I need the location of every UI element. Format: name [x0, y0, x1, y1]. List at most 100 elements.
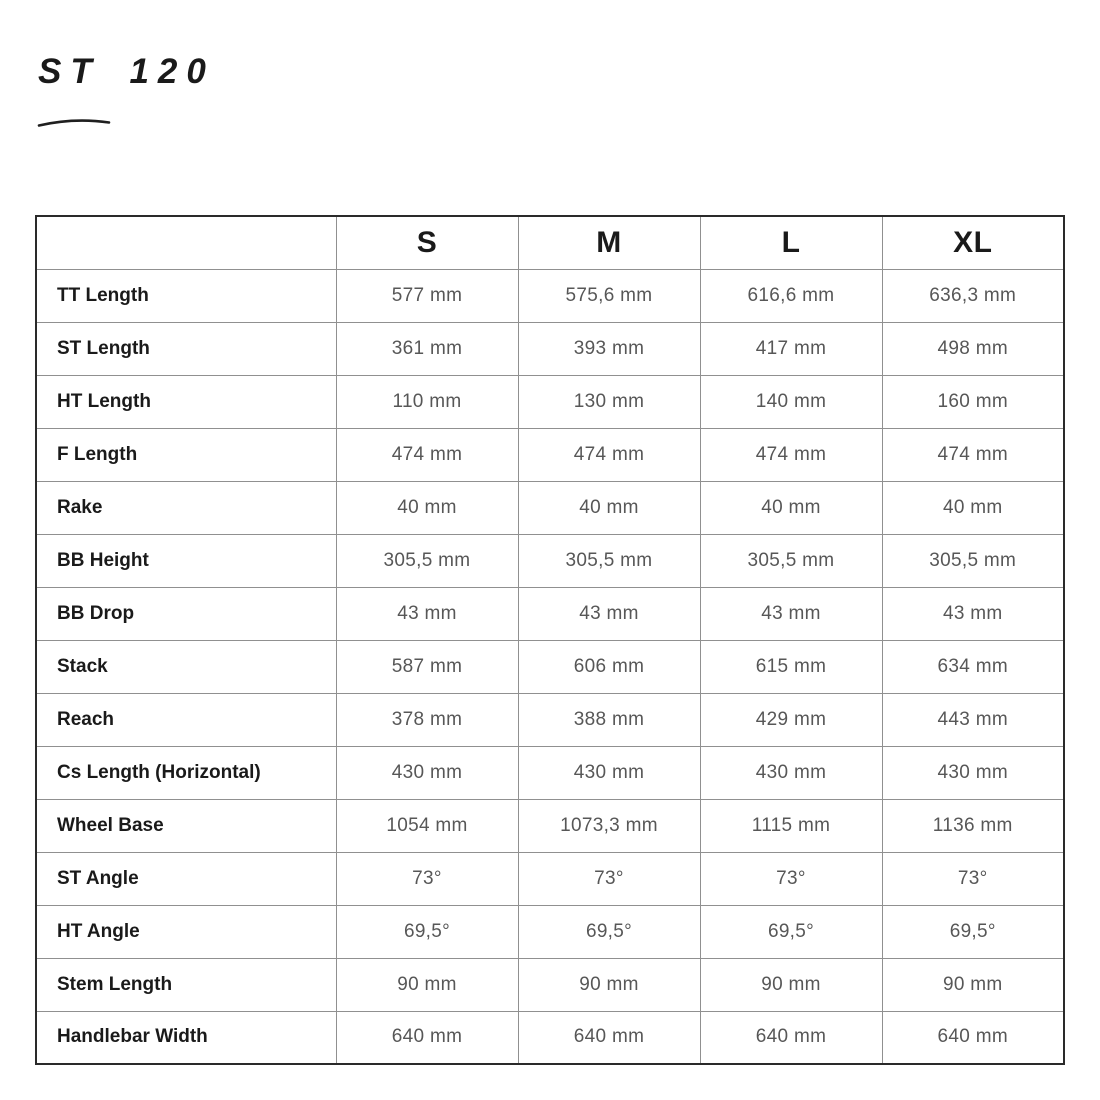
cell-value: 110 mm [335, 374, 519, 429]
title-underline-swoosh [37, 119, 111, 127]
cell-value: 616,6 mm [699, 268, 883, 323]
cell-value: 474 mm [699, 427, 883, 482]
cell-value: 474 mm [335, 427, 519, 482]
cell-value: 1054 mm [335, 798, 519, 853]
row-label: F Length [35, 427, 337, 482]
cell-value: 73° [335, 851, 519, 906]
row-label: Stack [35, 639, 337, 694]
cell-value: 640 mm [881, 1010, 1065, 1065]
cell-value: 640 mm [335, 1010, 519, 1065]
row-label: BB Height [35, 533, 337, 588]
cell-value: 40 mm [335, 480, 519, 535]
cell-value: 634 mm [881, 639, 1065, 694]
cell-value: 305,5 mm [517, 533, 701, 588]
cell-value: 388 mm [517, 692, 701, 747]
table-row: Cs Length (Horizontal) 430 mm 430 mm 430… [35, 745, 1065, 800]
cell-value: 140 mm [699, 374, 883, 429]
table-row: Rake 40 mm 40 mm 40 mm 40 mm [35, 480, 1065, 535]
cell-value: 1073,3 mm [517, 798, 701, 853]
table-row: HT Length 110 mm 130 mm 140 mm 160 mm [35, 374, 1065, 429]
table-row: TT Length 577 mm 575,6 mm 616,6 mm 636,3… [35, 268, 1065, 323]
row-label: ST Angle [35, 851, 337, 906]
cell-value: 40 mm [699, 480, 883, 535]
cell-value: 587 mm [335, 639, 519, 694]
cell-value: 430 mm [881, 745, 1065, 800]
table-row: Handlebar Width 640 mm 640 mm 640 mm 640… [35, 1010, 1065, 1065]
page-title: ST 120 [38, 52, 215, 91]
table-row: Stem Length 90 mm 90 mm 90 mm 90 mm [35, 957, 1065, 1012]
cell-value: 305,5 mm [335, 533, 519, 588]
cell-value: 474 mm [881, 427, 1065, 482]
table-row: BB Height 305,5 mm 305,5 mm 305,5 mm 305… [35, 533, 1065, 588]
cell-value: 90 mm [699, 957, 883, 1012]
cell-value: 417 mm [699, 321, 883, 376]
row-label: Rake [35, 480, 337, 535]
cell-value: 40 mm [517, 480, 701, 535]
row-label: TT Length [35, 268, 337, 323]
cell-value: 73° [699, 851, 883, 906]
cell-value: 498 mm [881, 321, 1065, 376]
cell-value: 615 mm [699, 639, 883, 694]
cell-value: 575,6 mm [517, 268, 701, 323]
table-row: Reach 378 mm 388 mm 429 mm 443 mm [35, 692, 1065, 747]
size-column-header-s: S [335, 215, 519, 270]
cell-value: 430 mm [699, 745, 883, 800]
cell-value: 73° [517, 851, 701, 906]
cell-value: 1115 mm [699, 798, 883, 853]
geometry-table: S M L XL TT Length 577 mm 575,6 mm 616,6… [35, 215, 1065, 1065]
cell-value: 69,5° [881, 904, 1065, 959]
row-label: Reach [35, 692, 337, 747]
cell-value: 640 mm [517, 1010, 701, 1065]
geometry-table-body: TT Length 577 mm 575,6 mm 616,6 mm 636,3… [35, 268, 1065, 1065]
cell-value: 90 mm [335, 957, 519, 1012]
cell-value: 430 mm [335, 745, 519, 800]
table-row: ST Length 361 mm 393 mm 417 mm 498 mm [35, 321, 1065, 376]
table-row: ST Angle 73° 73° 73° 73° [35, 851, 1065, 906]
cell-value: 305,5 mm [699, 533, 883, 588]
cell-value: 160 mm [881, 374, 1065, 429]
cell-value: 43 mm [335, 586, 519, 641]
cell-value: 640 mm [699, 1010, 883, 1065]
cell-value: 474 mm [517, 427, 701, 482]
row-label: Cs Length (Horizontal) [35, 745, 337, 800]
size-column-header-xl: XL [881, 215, 1065, 270]
cell-value: 361 mm [335, 321, 519, 376]
cell-value: 69,5° [517, 904, 701, 959]
cell-value: 430 mm [517, 745, 701, 800]
cell-value: 1136 mm [881, 798, 1065, 853]
row-label: ST Length [35, 321, 337, 376]
cell-value: 429 mm [699, 692, 883, 747]
table-row: F Length 474 mm 474 mm 474 mm 474 mm [35, 427, 1065, 482]
cell-value: 577 mm [335, 268, 519, 323]
cell-value: 606 mm [517, 639, 701, 694]
cell-value: 636,3 mm [881, 268, 1065, 323]
cell-value: 43 mm [517, 586, 701, 641]
cell-value: 73° [881, 851, 1065, 906]
cell-value: 43 mm [699, 586, 883, 641]
cell-value: 90 mm [881, 957, 1065, 1012]
cell-value: 378 mm [335, 692, 519, 747]
cell-value: 393 mm [517, 321, 701, 376]
cell-value: 43 mm [881, 586, 1065, 641]
cell-value: 305,5 mm [881, 533, 1065, 588]
row-label: HT Length [35, 374, 337, 429]
row-label: HT Angle [35, 904, 337, 959]
row-label: Handlebar Width [35, 1010, 337, 1065]
row-label: Wheel Base [35, 798, 337, 853]
cell-value: 130 mm [517, 374, 701, 429]
cell-value: 69,5° [699, 904, 883, 959]
header-row: S M L XL [35, 215, 1065, 270]
cell-value: 40 mm [881, 480, 1065, 535]
size-column-header-m: M [517, 215, 701, 270]
geometry-table-header: S M L XL [35, 215, 1065, 270]
table-row: BB Drop 43 mm 43 mm 43 mm 43 mm [35, 586, 1065, 641]
row-label: BB Drop [35, 586, 337, 641]
table-row: HT Angle 69,5° 69,5° 69,5° 69,5° [35, 904, 1065, 959]
table-row: Stack 587 mm 606 mm 615 mm 634 mm [35, 639, 1065, 694]
cell-value: 90 mm [517, 957, 701, 1012]
corner-cell [35, 215, 337, 270]
row-label: Stem Length [35, 957, 337, 1012]
cell-value: 69,5° [335, 904, 519, 959]
table-row: Wheel Base 1054 mm 1073,3 mm 1115 mm 113… [35, 798, 1065, 853]
